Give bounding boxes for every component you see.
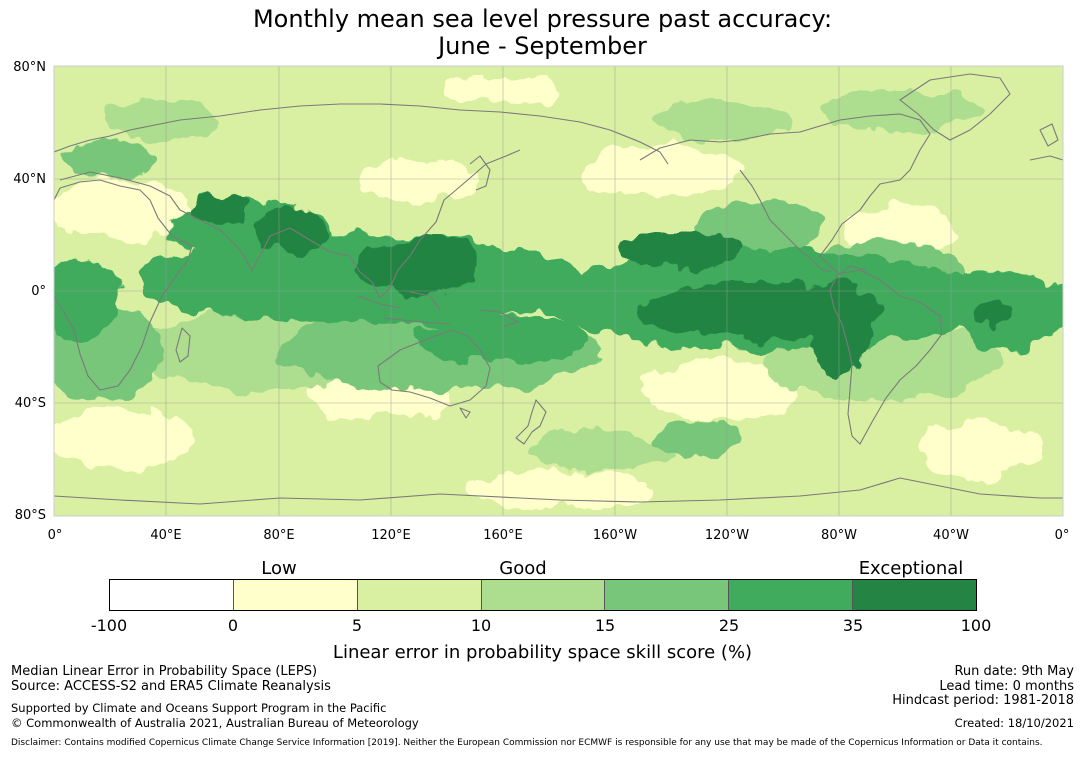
lat-label-40n: 40°N bbox=[13, 172, 46, 187]
colorbar-tick: 10 bbox=[470, 616, 492, 635]
colorbar-tick: -100 bbox=[90, 616, 128, 635]
colorbar-segment-7 bbox=[853, 580, 977, 610]
hindcast-period: Hindcast period: 1981-2018 bbox=[892, 693, 1074, 708]
colorbar-segment-1 bbox=[110, 580, 234, 610]
colorbar-tick: 35 bbox=[842, 616, 864, 635]
lon-label-120e: 120°E bbox=[371, 528, 411, 543]
colorbar-tick: 15 bbox=[594, 616, 616, 635]
lat-label-40s: 40°S bbox=[14, 396, 46, 411]
colorbar-segment-2 bbox=[233, 580, 358, 610]
colorbar-segment-6 bbox=[729, 580, 854, 610]
copyright-text: © Commonwealth of Australia 2021, Austra… bbox=[11, 716, 419, 730]
legend-label-low: Low bbox=[261, 558, 297, 579]
colorbar-tick: 25 bbox=[718, 616, 740, 635]
lat-label-80n: 80°N bbox=[13, 60, 46, 75]
lon-label-80e: 80°E bbox=[263, 528, 295, 543]
lon-label-0-right: 0° bbox=[1054, 528, 1070, 543]
lon-label-160w: 160°W bbox=[592, 528, 638, 543]
coastlines bbox=[54, 73, 1063, 505]
lon-label-40w: 40°W bbox=[933, 528, 969, 543]
skill-map bbox=[53, 65, 1064, 517]
source-text: Source: ACCESS-S2 and ERA5 Climate Reana… bbox=[11, 679, 331, 694]
colorbar-segment-3 bbox=[357, 580, 482, 610]
method-text: Median Linear Error in Probability Space… bbox=[11, 664, 318, 679]
run-date: Run date: 9th May bbox=[954, 664, 1074, 679]
lon-label-40e: 40°E bbox=[150, 528, 182, 543]
colorbar-segment-4 bbox=[481, 580, 606, 610]
lon-label-120w: 120°W bbox=[704, 528, 750, 543]
legend-label-good: Good bbox=[499, 558, 547, 579]
map-title-line2: June - September bbox=[438, 32, 647, 60]
disclaimer-text: Disclaimer: Contains modified Copernicus… bbox=[11, 738, 1043, 748]
lon-label-0-left: 0° bbox=[47, 528, 63, 543]
map-title-line1: Monthly mean sea level pressure past acc… bbox=[252, 5, 833, 33]
skill-field bbox=[54, 75, 1063, 510]
support-text: Supported by Climate and Oceans Support … bbox=[11, 701, 387, 715]
created-date: Created: 18/10/2021 bbox=[954, 716, 1074, 730]
colorbar-tick: 100 bbox=[960, 616, 992, 635]
legend-label-exceptional: Exceptional bbox=[858, 558, 964, 579]
lat-label-equator: 0° bbox=[31, 284, 46, 299]
lon-label-160e: 160°E bbox=[483, 528, 523, 543]
colorbar-tick: 0 bbox=[227, 616, 239, 635]
lon-label-80w: 80°W bbox=[821, 528, 857, 543]
lead-time: Lead time: 0 months bbox=[939, 679, 1074, 694]
lat-label-80s: 80°S bbox=[14, 508, 46, 523]
colorbar-segment-5 bbox=[605, 580, 730, 610]
colorbar bbox=[109, 579, 977, 611]
colorbar-tick: 5 bbox=[351, 616, 363, 635]
colorbar-title: Linear error in probability space skill … bbox=[332, 642, 753, 663]
